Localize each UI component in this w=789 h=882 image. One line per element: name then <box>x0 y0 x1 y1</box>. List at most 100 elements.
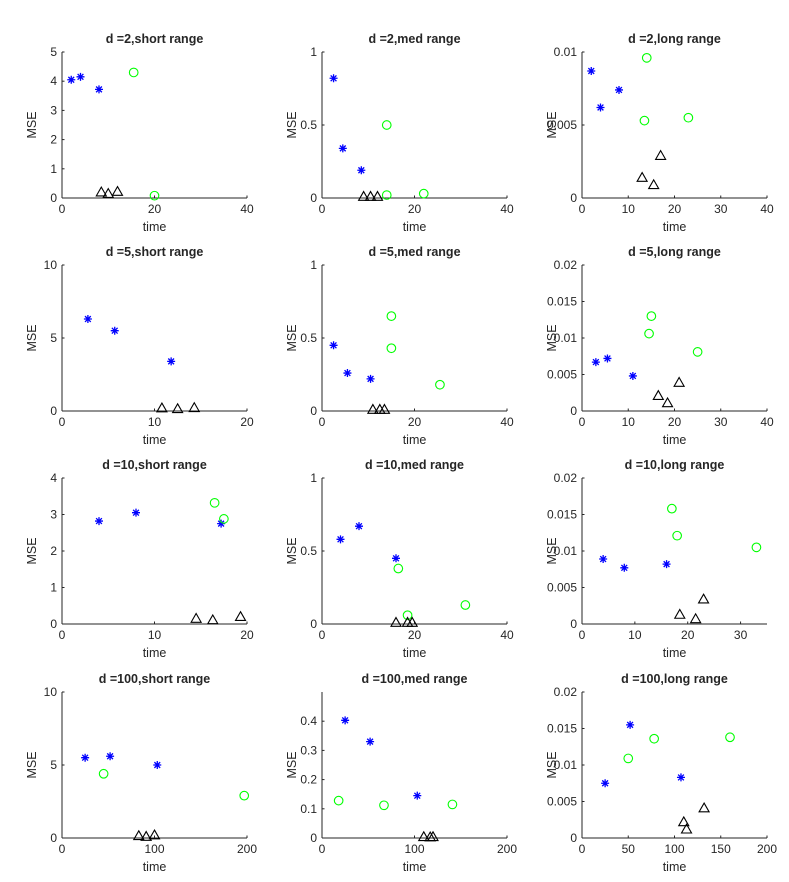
x-tick-label: 40 <box>500 202 514 216</box>
y-tick-label: 0.015 <box>547 722 577 736</box>
x-tick-label: 0 <box>59 842 66 856</box>
circle-marker <box>725 732 735 743</box>
x-tick-label: 20 <box>240 628 254 642</box>
circle-marker <box>333 795 344 806</box>
y-axis-label: MSE <box>285 751 299 778</box>
y-tick-label: 0.005 <box>547 368 577 382</box>
y-tick-label: 0.005 <box>547 795 577 809</box>
subplot-title: d =5,med range <box>368 245 460 259</box>
subplot-2: d =2,med range 0 20 40 0 0.5 1 time MSE <box>285 32 514 234</box>
triangle-marker <box>111 185 124 196</box>
triangle-marker <box>697 593 710 604</box>
x-tick-label: 40 <box>500 628 514 642</box>
y-tick-label: 0 <box>50 191 57 205</box>
circle-marker <box>149 190 160 201</box>
triangle-marker <box>171 402 184 414</box>
triangle-marker <box>652 389 665 400</box>
star-marker <box>355 522 363 531</box>
y-tick-label: 0 <box>570 617 577 631</box>
triangle-marker <box>427 830 439 842</box>
y-axis-label: MSE <box>545 324 559 351</box>
subplot-title: d =5,long range <box>628 245 721 259</box>
x-tick-label: 0 <box>579 842 586 856</box>
triangle-marker <box>378 403 391 414</box>
y-tick-label: 0 <box>310 191 317 205</box>
x-tick-label: 30 <box>714 415 728 429</box>
subplot-4: d =5,short range 0 10 20 0 5 10 time MSE <box>25 245 254 447</box>
y-tick-label: 0.015 <box>547 295 577 309</box>
triangle-marker <box>140 830 153 841</box>
y-tick-label: 0 <box>310 617 317 631</box>
triangle-marker <box>188 401 201 413</box>
subplot-title: d =2,long range <box>628 32 721 46</box>
star-marker <box>596 103 605 112</box>
y-tick-label: 0 <box>310 831 317 845</box>
x-tick-label: 30 <box>714 202 728 216</box>
triangle-marker <box>95 186 108 197</box>
x-axis-label: time <box>403 220 427 234</box>
star-marker <box>338 144 347 153</box>
triangle-marker <box>102 187 115 198</box>
y-tick-label: 1 <box>50 581 57 595</box>
x-tick-label: 0 <box>319 842 326 856</box>
star-marker <box>217 519 226 528</box>
star-marker <box>110 326 119 335</box>
triangle-marker <box>357 190 370 201</box>
y-tick-label: 0.4 <box>300 714 317 728</box>
star-marker <box>392 554 400 563</box>
y-tick-label: 4 <box>50 74 57 88</box>
circle-marker <box>683 112 694 123</box>
star-marker <box>132 508 140 517</box>
circle-marker <box>239 790 250 801</box>
y-tick-label: 0.1 <box>300 802 317 816</box>
circle-marker <box>639 115 650 126</box>
circle-marker <box>751 542 762 553</box>
star-marker <box>83 315 92 324</box>
star-marker <box>95 85 103 94</box>
y-tick-label: 0.02 <box>554 685 578 699</box>
star-marker <box>153 761 162 769</box>
y-tick-label: 5 <box>50 331 57 345</box>
circle-marker <box>386 311 397 321</box>
star-marker <box>591 358 600 367</box>
star-marker <box>76 72 85 81</box>
star-marker <box>587 66 596 75</box>
y-tick-label: 0 <box>570 404 577 418</box>
circle-marker <box>646 311 657 321</box>
x-tick-label: 0 <box>579 202 586 216</box>
y-tick-label: 3 <box>50 103 57 117</box>
star-marker <box>366 374 375 383</box>
y-tick-label: 0.2 <box>300 773 317 787</box>
y-tick-label: 0.005 <box>547 581 577 595</box>
x-axis-label: time <box>663 220 687 234</box>
circle-marker <box>649 733 660 744</box>
x-tick-label: 10 <box>622 415 636 429</box>
subplot-title: d =2,short range <box>106 32 204 46</box>
circle-marker <box>386 343 397 354</box>
y-axis-label: MSE <box>285 111 299 138</box>
triangle-marker <box>677 815 690 827</box>
x-tick-label: 40 <box>500 415 514 429</box>
star-marker <box>81 753 90 762</box>
triangle-marker <box>364 190 377 201</box>
triangle-marker <box>148 828 161 840</box>
subplot-title: d =10,med range <box>365 458 464 472</box>
x-tick-label: 0 <box>59 415 66 429</box>
subplot-title: d =100,med range <box>362 672 468 686</box>
triangle-marker <box>390 616 402 627</box>
star-marker <box>662 560 671 569</box>
triangle-marker <box>206 613 219 625</box>
circle-marker <box>418 188 429 199</box>
y-tick-label: 1 <box>310 45 317 59</box>
triangle-marker <box>673 608 686 619</box>
triangle-marker <box>680 823 693 834</box>
subplot-7: d =10,short range 0 10 20 0 1 2 3 4 time MSE <box>25 458 254 660</box>
x-axis-label: time <box>403 860 427 874</box>
x-axis-label: time <box>143 646 167 660</box>
subplot-title: d =10,short range <box>102 458 207 472</box>
x-tick-label: 20 <box>668 415 682 429</box>
x-tick-label: 100 <box>144 842 164 856</box>
circle-marker <box>692 347 703 357</box>
subplot-title: d =2,med range <box>368 32 460 46</box>
y-tick-label: 5 <box>50 45 57 59</box>
